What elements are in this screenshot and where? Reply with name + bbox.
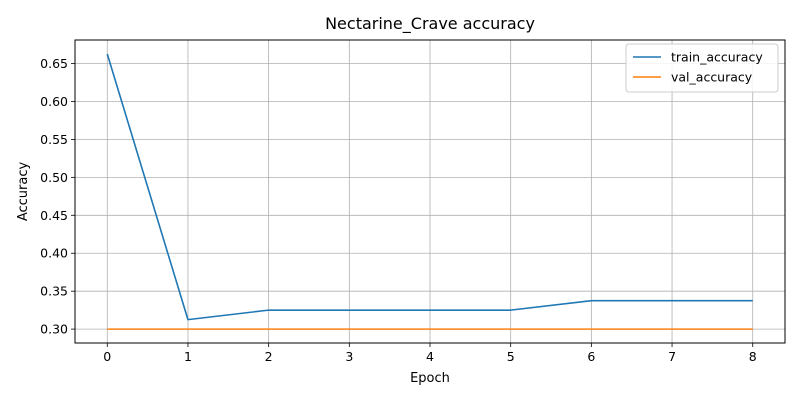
legend-label: train_accuracy bbox=[671, 50, 763, 65]
x-tick-label: 8 bbox=[749, 349, 757, 364]
chart-title: Nectarine_Crave accuracy bbox=[325, 14, 535, 34]
x-axis-label: Epoch bbox=[410, 371, 450, 386]
y-tick-label: 0.65 bbox=[40, 56, 68, 71]
x-tick-label: 3 bbox=[345, 349, 353, 364]
y-tick-label: 0.50 bbox=[40, 170, 68, 185]
x-tick-label: 0 bbox=[103, 349, 111, 364]
y-axis-label: Accuracy bbox=[16, 162, 31, 222]
x-tick-label: 2 bbox=[265, 349, 273, 364]
legend-box bbox=[625, 43, 779, 93]
series-line-train-accuracy bbox=[106, 53, 753, 321]
y-tick-label: 0.40 bbox=[40, 246, 68, 261]
series-lines bbox=[106, 53, 753, 330]
x-tick-label: 6 bbox=[587, 349, 595, 364]
y-tick-label: 0.30 bbox=[40, 322, 68, 337]
legend: train_accuracy val_accuracy bbox=[625, 43, 779, 93]
x-tick-label: 1 bbox=[184, 349, 192, 364]
x-axis-ticks: 0 1 2 3 4 5 6 7 8 bbox=[103, 343, 757, 364]
y-tick-label: 0.35 bbox=[40, 284, 68, 299]
y-tick-label: 0.55 bbox=[40, 132, 68, 147]
x-tick-label: 5 bbox=[507, 349, 515, 364]
legend-label: val_accuracy bbox=[671, 70, 753, 85]
x-tick-label: 7 bbox=[668, 349, 676, 364]
x-tick-label: 4 bbox=[426, 349, 434, 364]
y-tick-label: 0.45 bbox=[40, 208, 68, 223]
y-tick-label: 0.60 bbox=[40, 94, 68, 109]
y-axis-ticks: 0.30 0.35 0.40 0.45 0.50 0.55 0.60 0.65 bbox=[40, 56, 75, 337]
